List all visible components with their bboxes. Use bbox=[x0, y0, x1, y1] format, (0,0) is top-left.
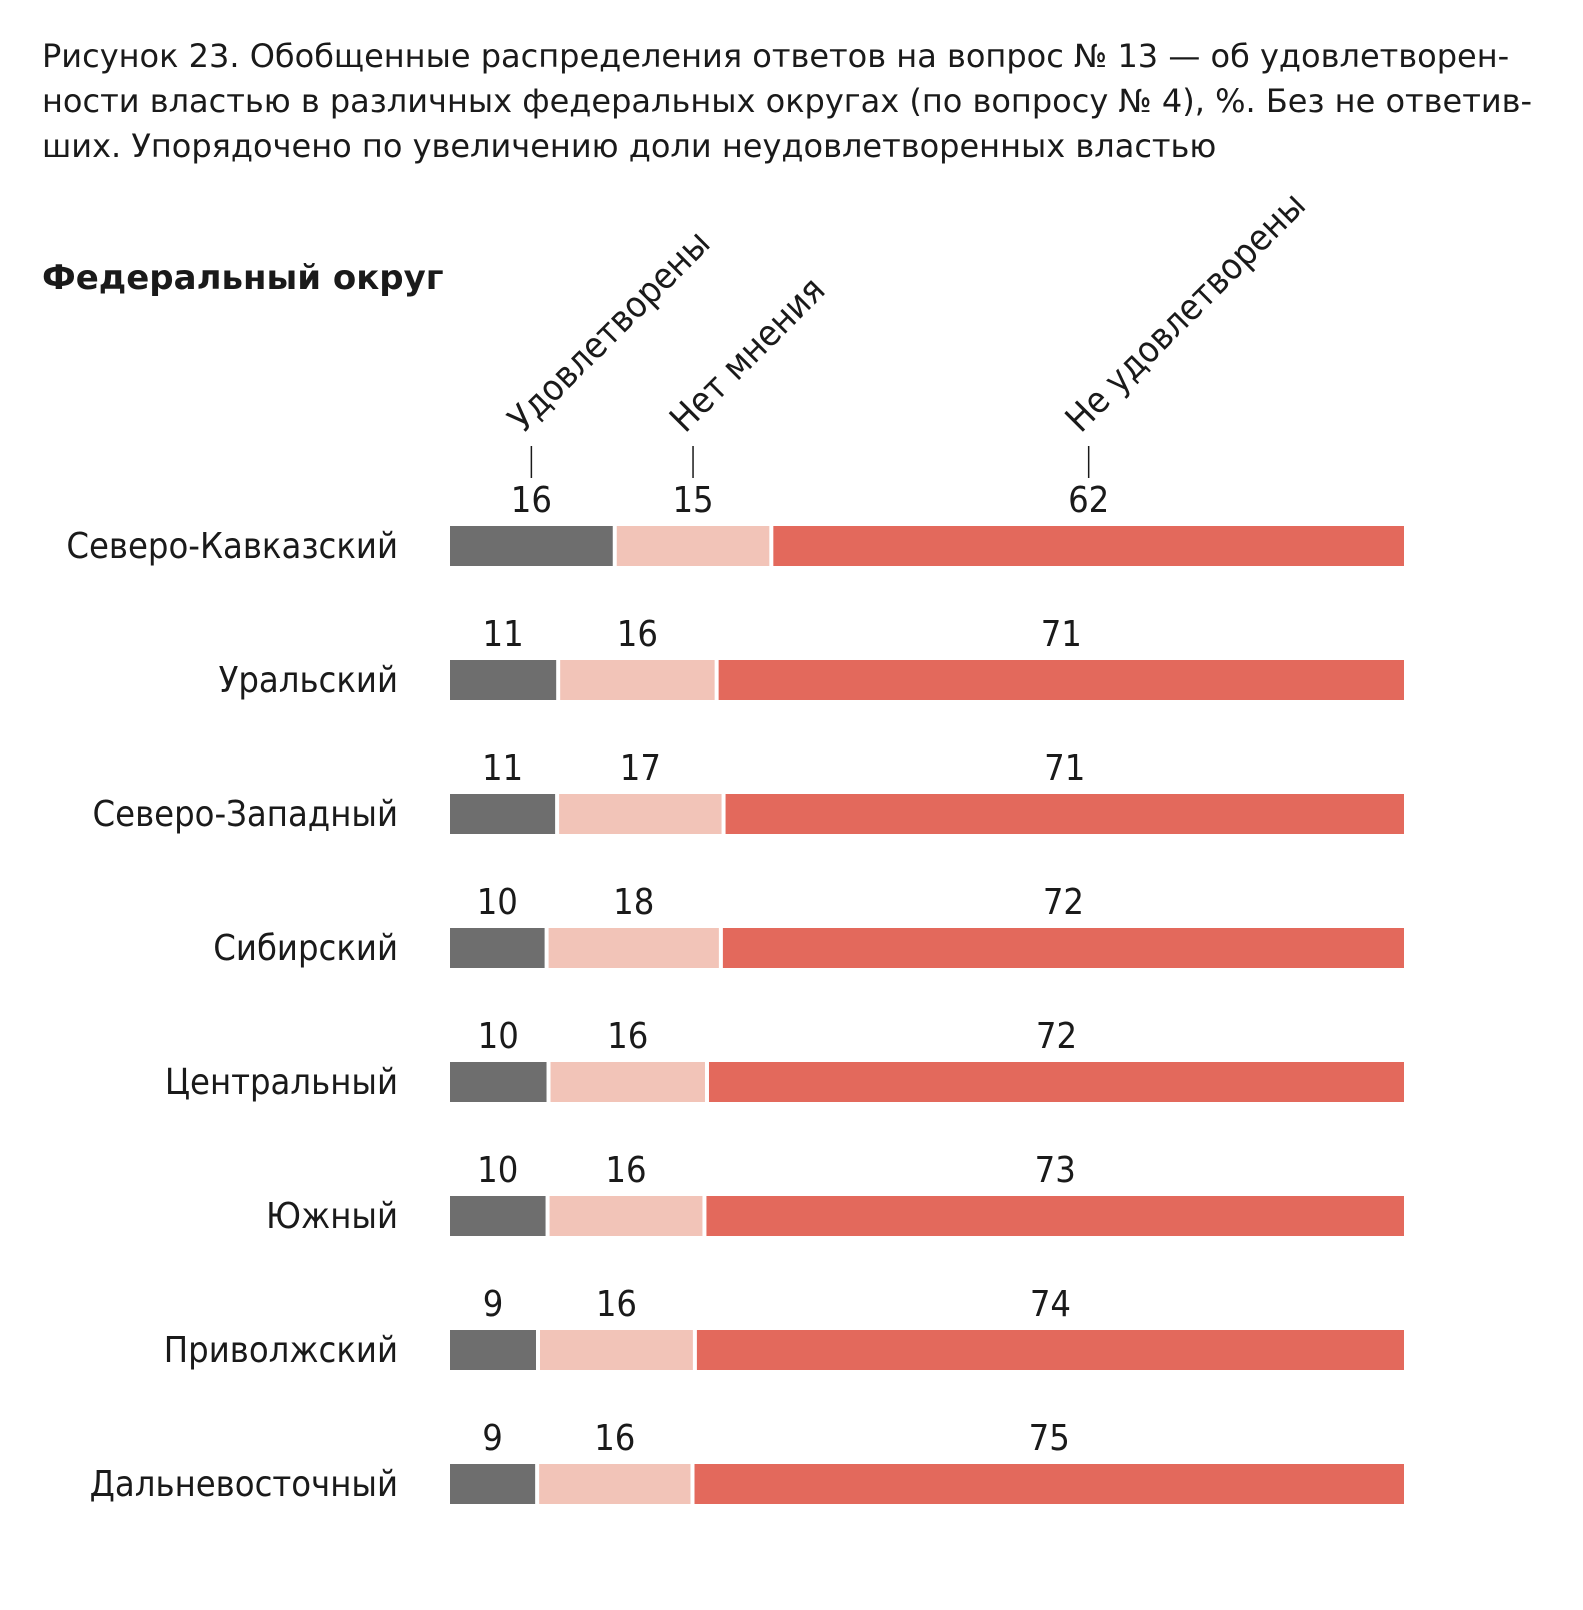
category-label-row-8: Дальневосточный bbox=[90, 1464, 398, 1505]
data-label-row-7-series-3: 74 bbox=[1030, 1284, 1071, 1325]
caption-line-1: Рисунок 23. Обобщенные распределения отв… bbox=[42, 37, 1510, 75]
bar-segment-row-6-series-2 bbox=[549, 1196, 703, 1236]
legend-label-series-3: Не удовлетворены bbox=[1058, 185, 1314, 441]
bar-segment-row-8-series-2 bbox=[539, 1464, 691, 1504]
category-label-row-2: Уральский bbox=[219, 660, 398, 701]
bar-segment-row-8-series-3 bbox=[694, 1464, 1404, 1504]
data-label-row-4-series-2: 18 bbox=[613, 882, 654, 923]
data-label-row-5-series-2: 16 bbox=[607, 1016, 648, 1057]
data-label-row-8-series-1: 9 bbox=[482, 1418, 503, 1459]
data-label-row-1-series-2: 15 bbox=[672, 480, 713, 521]
data-label-row-3-series-1: 11 bbox=[482, 748, 523, 789]
bar-segment-row-2-series-3 bbox=[718, 660, 1404, 700]
caption-line-3: ших. Упорядочено по увеличению доли неуд… bbox=[42, 127, 1217, 165]
bar-segment-row-1-series-2 bbox=[616, 526, 770, 566]
category-label-row-5: Центральный bbox=[165, 1062, 398, 1103]
figure-caption: Рисунок 23. Обобщенные распределения отв… bbox=[42, 34, 1542, 169]
data-label-row-4-series-3: 72 bbox=[1043, 882, 1084, 923]
bar-segment-row-6-series-1 bbox=[450, 1196, 546, 1236]
legend-label-series-2: Нет мнения bbox=[662, 269, 833, 440]
y-axis-title: Федеральный округ bbox=[42, 258, 444, 298]
data-label-row-1-series-3: 62 bbox=[1068, 480, 1109, 521]
data-label-row-6-series-3: 73 bbox=[1035, 1150, 1076, 1191]
bar-segment-row-4-series-2 bbox=[548, 928, 719, 968]
data-label-row-5-series-3: 72 bbox=[1036, 1016, 1077, 1057]
data-label-row-7-series-1: 9 bbox=[483, 1284, 504, 1325]
data-label-row-3-series-3: 71 bbox=[1044, 748, 1085, 789]
bar-segment-row-8-series-1 bbox=[450, 1464, 536, 1504]
data-label-row-2-series-1: 11 bbox=[482, 614, 523, 655]
data-label-row-6-series-1: 10 bbox=[477, 1150, 518, 1191]
bar-segment-row-5-series-3 bbox=[708, 1062, 1404, 1102]
bar-segment-row-5-series-2 bbox=[550, 1062, 705, 1102]
data-label-row-1-series-1: 16 bbox=[511, 480, 552, 521]
data-label-row-7-series-2: 16 bbox=[596, 1284, 637, 1325]
data-label-row-8-series-2: 16 bbox=[594, 1418, 635, 1459]
category-label-row-6: Южный bbox=[266, 1196, 398, 1237]
bar-segment-row-2-series-2 bbox=[560, 660, 715, 700]
bar-segment-row-3-series-2 bbox=[559, 794, 722, 834]
data-label-row-2-series-3: 71 bbox=[1041, 614, 1082, 655]
bar-segment-row-7-series-2 bbox=[540, 1330, 693, 1370]
data-label-row-6-series-2: 16 bbox=[605, 1150, 646, 1191]
bar-segment-row-3-series-1 bbox=[450, 794, 556, 834]
category-label-row-1: Северо-Кавказский bbox=[66, 526, 398, 567]
bar-segment-row-7-series-1 bbox=[450, 1330, 536, 1370]
data-label-row-8-series-3: 75 bbox=[1029, 1418, 1070, 1459]
bar-segment-row-1-series-1 bbox=[450, 526, 613, 566]
bar-segment-row-3-series-3 bbox=[725, 794, 1404, 834]
data-label-row-4-series-1: 10 bbox=[477, 882, 518, 923]
bar-segment-row-7-series-3 bbox=[696, 1330, 1404, 1370]
bar-segment-row-4-series-1 bbox=[450, 928, 545, 968]
data-label-row-5-series-1: 10 bbox=[478, 1016, 519, 1057]
category-label-row-3: Северо-Западный bbox=[93, 794, 398, 835]
data-label-row-3-series-2: 17 bbox=[620, 748, 661, 789]
caption-line-2: ности властью в различных федеральных ок… bbox=[42, 82, 1533, 120]
bar-segment-row-4-series-3 bbox=[722, 928, 1404, 968]
bar-segment-row-5-series-1 bbox=[450, 1062, 547, 1102]
bar-segment-row-1-series-3 bbox=[773, 526, 1404, 566]
category-label-row-4: Сибирский bbox=[213, 928, 398, 969]
data-label-row-2-series-2: 16 bbox=[617, 614, 658, 655]
bar-segment-row-6-series-3 bbox=[706, 1196, 1404, 1236]
category-label-row-7: Приволжский bbox=[164, 1330, 398, 1371]
bar-segment-row-2-series-1 bbox=[450, 660, 557, 700]
